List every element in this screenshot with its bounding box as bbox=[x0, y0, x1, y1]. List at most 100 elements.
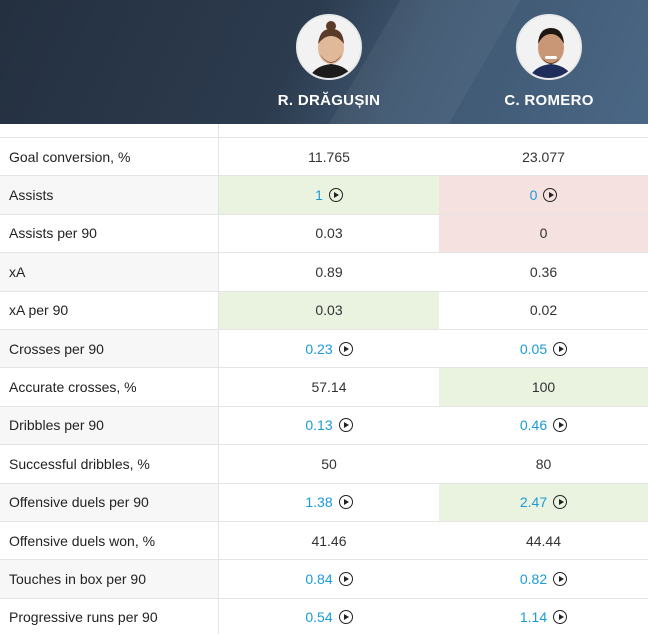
player-1-name[interactable]: R. DRĂGUȘIN bbox=[277, 92, 381, 109]
player-1-value: 11.765 bbox=[219, 138, 439, 175]
comparison-header: R. DRĂGUȘIN C. ROMERO bbox=[0, 0, 648, 124]
stat-value-link[interactable]: 0.05 bbox=[519, 340, 548, 357]
stat-label: xA per 90 bbox=[0, 291, 219, 329]
stat-value-link[interactable]: 0.54 bbox=[305, 609, 333, 626]
player-1-value-wrap: 0.03 bbox=[315, 225, 342, 241]
stat-value: 41.46 bbox=[311, 532, 347, 549]
player-2-value: 0 bbox=[439, 214, 648, 253]
stat-value: 0.03 bbox=[315, 225, 343, 242]
player-1-value-wrap: 41.46 bbox=[311, 533, 346, 549]
table-row: Dribbles per 90 0.13 0.46 bbox=[0, 406, 648, 446]
play-video-icon[interactable] bbox=[553, 341, 568, 356]
play-video-icon[interactable] bbox=[328, 188, 343, 203]
stat-label: Assists bbox=[0, 176, 219, 214]
stat-value: 100 bbox=[531, 379, 556, 396]
stat-value-link[interactable]: 0.84 bbox=[305, 570, 333, 587]
player-1-value: 57.14 bbox=[219, 368, 439, 405]
table-row: Assists per 90 0.03 0 bbox=[0, 214, 648, 254]
player-1-value: 0.03 bbox=[219, 291, 439, 329]
play-video-icon[interactable] bbox=[338, 571, 353, 586]
player-1-value-wrap: 11.765 bbox=[308, 149, 350, 165]
table-row: xA 0.89 0.36 bbox=[0, 253, 648, 292]
player-2-header: C. ROMERO bbox=[439, 14, 648, 109]
player-1-value-wrap[interactable]: 0.54 bbox=[305, 609, 353, 626]
stat-label: Progressive runs per 90 bbox=[0, 598, 219, 634]
player-1-value: 1.38 bbox=[219, 484, 439, 521]
stat-value-link[interactable]: 0.23 bbox=[305, 340, 333, 357]
player-2-value-wrap: 44.44 bbox=[526, 533, 561, 549]
play-video-icon[interactable] bbox=[338, 341, 353, 356]
player-2-value: 100 bbox=[439, 368, 648, 406]
stat-value-link[interactable]: 0.46 bbox=[519, 417, 548, 434]
player-2-value-wrap[interactable]: 0 bbox=[530, 187, 558, 203]
player-2-avatar[interactable] bbox=[516, 14, 582, 80]
player-2-value: 80 bbox=[439, 445, 648, 482]
stat-label: Crosses per 90 bbox=[0, 329, 219, 368]
player-2-value: 44.44 bbox=[439, 522, 648, 559]
table-row: Offensive duels per 90 1.38 2.47 bbox=[0, 483, 648, 522]
play-video-icon[interactable] bbox=[338, 495, 353, 510]
player-1-value-wrap[interactable]: 0.13 bbox=[305, 417, 353, 434]
stat-value: 0.02 bbox=[529, 302, 558, 319]
player-1-value-wrap: 57.14 bbox=[311, 379, 346, 395]
player-2-value-wrap[interactable]: 0.82 bbox=[519, 570, 568, 587]
player-1-value-wrap[interactable]: 0.23 bbox=[305, 340, 353, 357]
player-1-value-wrap: 0.89 bbox=[315, 264, 342, 280]
stat-value: 50 bbox=[321, 455, 337, 472]
player-1-value: 0.13 bbox=[219, 407, 439, 444]
stat-value: 11.765 bbox=[308, 148, 350, 165]
play-video-icon[interactable] bbox=[553, 495, 568, 510]
player-2-name[interactable]: C. ROMERO bbox=[504, 92, 594, 109]
stat-value: 0 bbox=[539, 225, 548, 242]
stat-value: 0.89 bbox=[315, 263, 343, 280]
stat-value: 57.14 bbox=[311, 379, 347, 396]
player-2-value: 1.14 bbox=[439, 599, 648, 634]
stat-value-link[interactable]: 0.13 bbox=[305, 417, 333, 434]
stat-label: Touches in box per 90 bbox=[0, 560, 219, 598]
player-1-value: 0.89 bbox=[219, 253, 439, 290]
player-2-value-wrap[interactable]: 0.05 bbox=[519, 340, 568, 357]
play-video-icon[interactable] bbox=[543, 188, 558, 203]
stat-value-link[interactable]: 1 bbox=[315, 187, 323, 204]
table-row: Progressive runs per 90 0.54 1.14 bbox=[0, 598, 648, 634]
player-1-value: 0.54 bbox=[219, 599, 439, 634]
play-video-icon[interactable] bbox=[338, 610, 353, 625]
table-row: Touches in box per 90 0.84 0.82 bbox=[0, 560, 648, 599]
stat-value: 44.44 bbox=[525, 532, 562, 549]
player-2-value: 2.47 bbox=[439, 483, 648, 521]
play-video-icon[interactable] bbox=[338, 418, 353, 433]
stat-value-link[interactable]: 0.82 bbox=[519, 570, 548, 587]
table-row: Crosses per 90 0.23 0.05 bbox=[0, 329, 648, 369]
stat-value-link[interactable]: 1.38 bbox=[305, 494, 333, 511]
player-2-value: 0.36 bbox=[439, 253, 648, 290]
player-1-avatar[interactable] bbox=[296, 14, 362, 80]
table-row: xA per 90 0.03 0.02 bbox=[0, 291, 648, 330]
player-2-value-wrap[interactable]: 0.46 bbox=[519, 417, 568, 434]
player-1-value: 41.46 bbox=[219, 522, 439, 559]
player-1-value: 1 bbox=[219, 176, 439, 214]
stat-value-link[interactable]: 0 bbox=[529, 187, 538, 204]
player-1-value-wrap: 50 bbox=[321, 456, 337, 472]
player-2-value: 0.05 bbox=[439, 330, 648, 367]
stat-value: 80 bbox=[535, 455, 552, 472]
play-video-icon[interactable] bbox=[553, 571, 568, 586]
stat-label: Assists per 90 bbox=[0, 214, 219, 253]
player-1-value-wrap[interactable]: 0.84 bbox=[305, 570, 353, 587]
player-2-value-wrap: 0.36 bbox=[530, 264, 557, 280]
player-2-value: 0 bbox=[439, 176, 648, 214]
table-row: Accurate crosses, % 57.14 100 bbox=[0, 368, 648, 407]
player-2-value-wrap[interactable]: 1.14 bbox=[519, 609, 568, 626]
player-2-value-wrap[interactable]: 2.47 bbox=[519, 494, 568, 511]
stat-label: Offensive duels won, % bbox=[0, 521, 219, 560]
stat-value-link[interactable]: 2.47 bbox=[519, 494, 548, 511]
player-1-value: 0.84 bbox=[219, 560, 439, 597]
play-video-icon[interactable] bbox=[553, 418, 568, 433]
player-2-value: 23.077 bbox=[439, 138, 648, 175]
player-1-value-wrap[interactable]: 1 bbox=[315, 187, 343, 203]
player-1-header: R. DRĂGUȘIN bbox=[219, 14, 439, 109]
player-1-value-wrap[interactable]: 1.38 bbox=[305, 494, 353, 511]
stat-value-link[interactable]: 1.14 bbox=[519, 609, 548, 626]
player-1-value: 50 bbox=[219, 445, 439, 482]
table-row: Offensive duels won, % 41.46 44.44 bbox=[0, 521, 648, 561]
play-video-icon[interactable] bbox=[553, 610, 568, 625]
